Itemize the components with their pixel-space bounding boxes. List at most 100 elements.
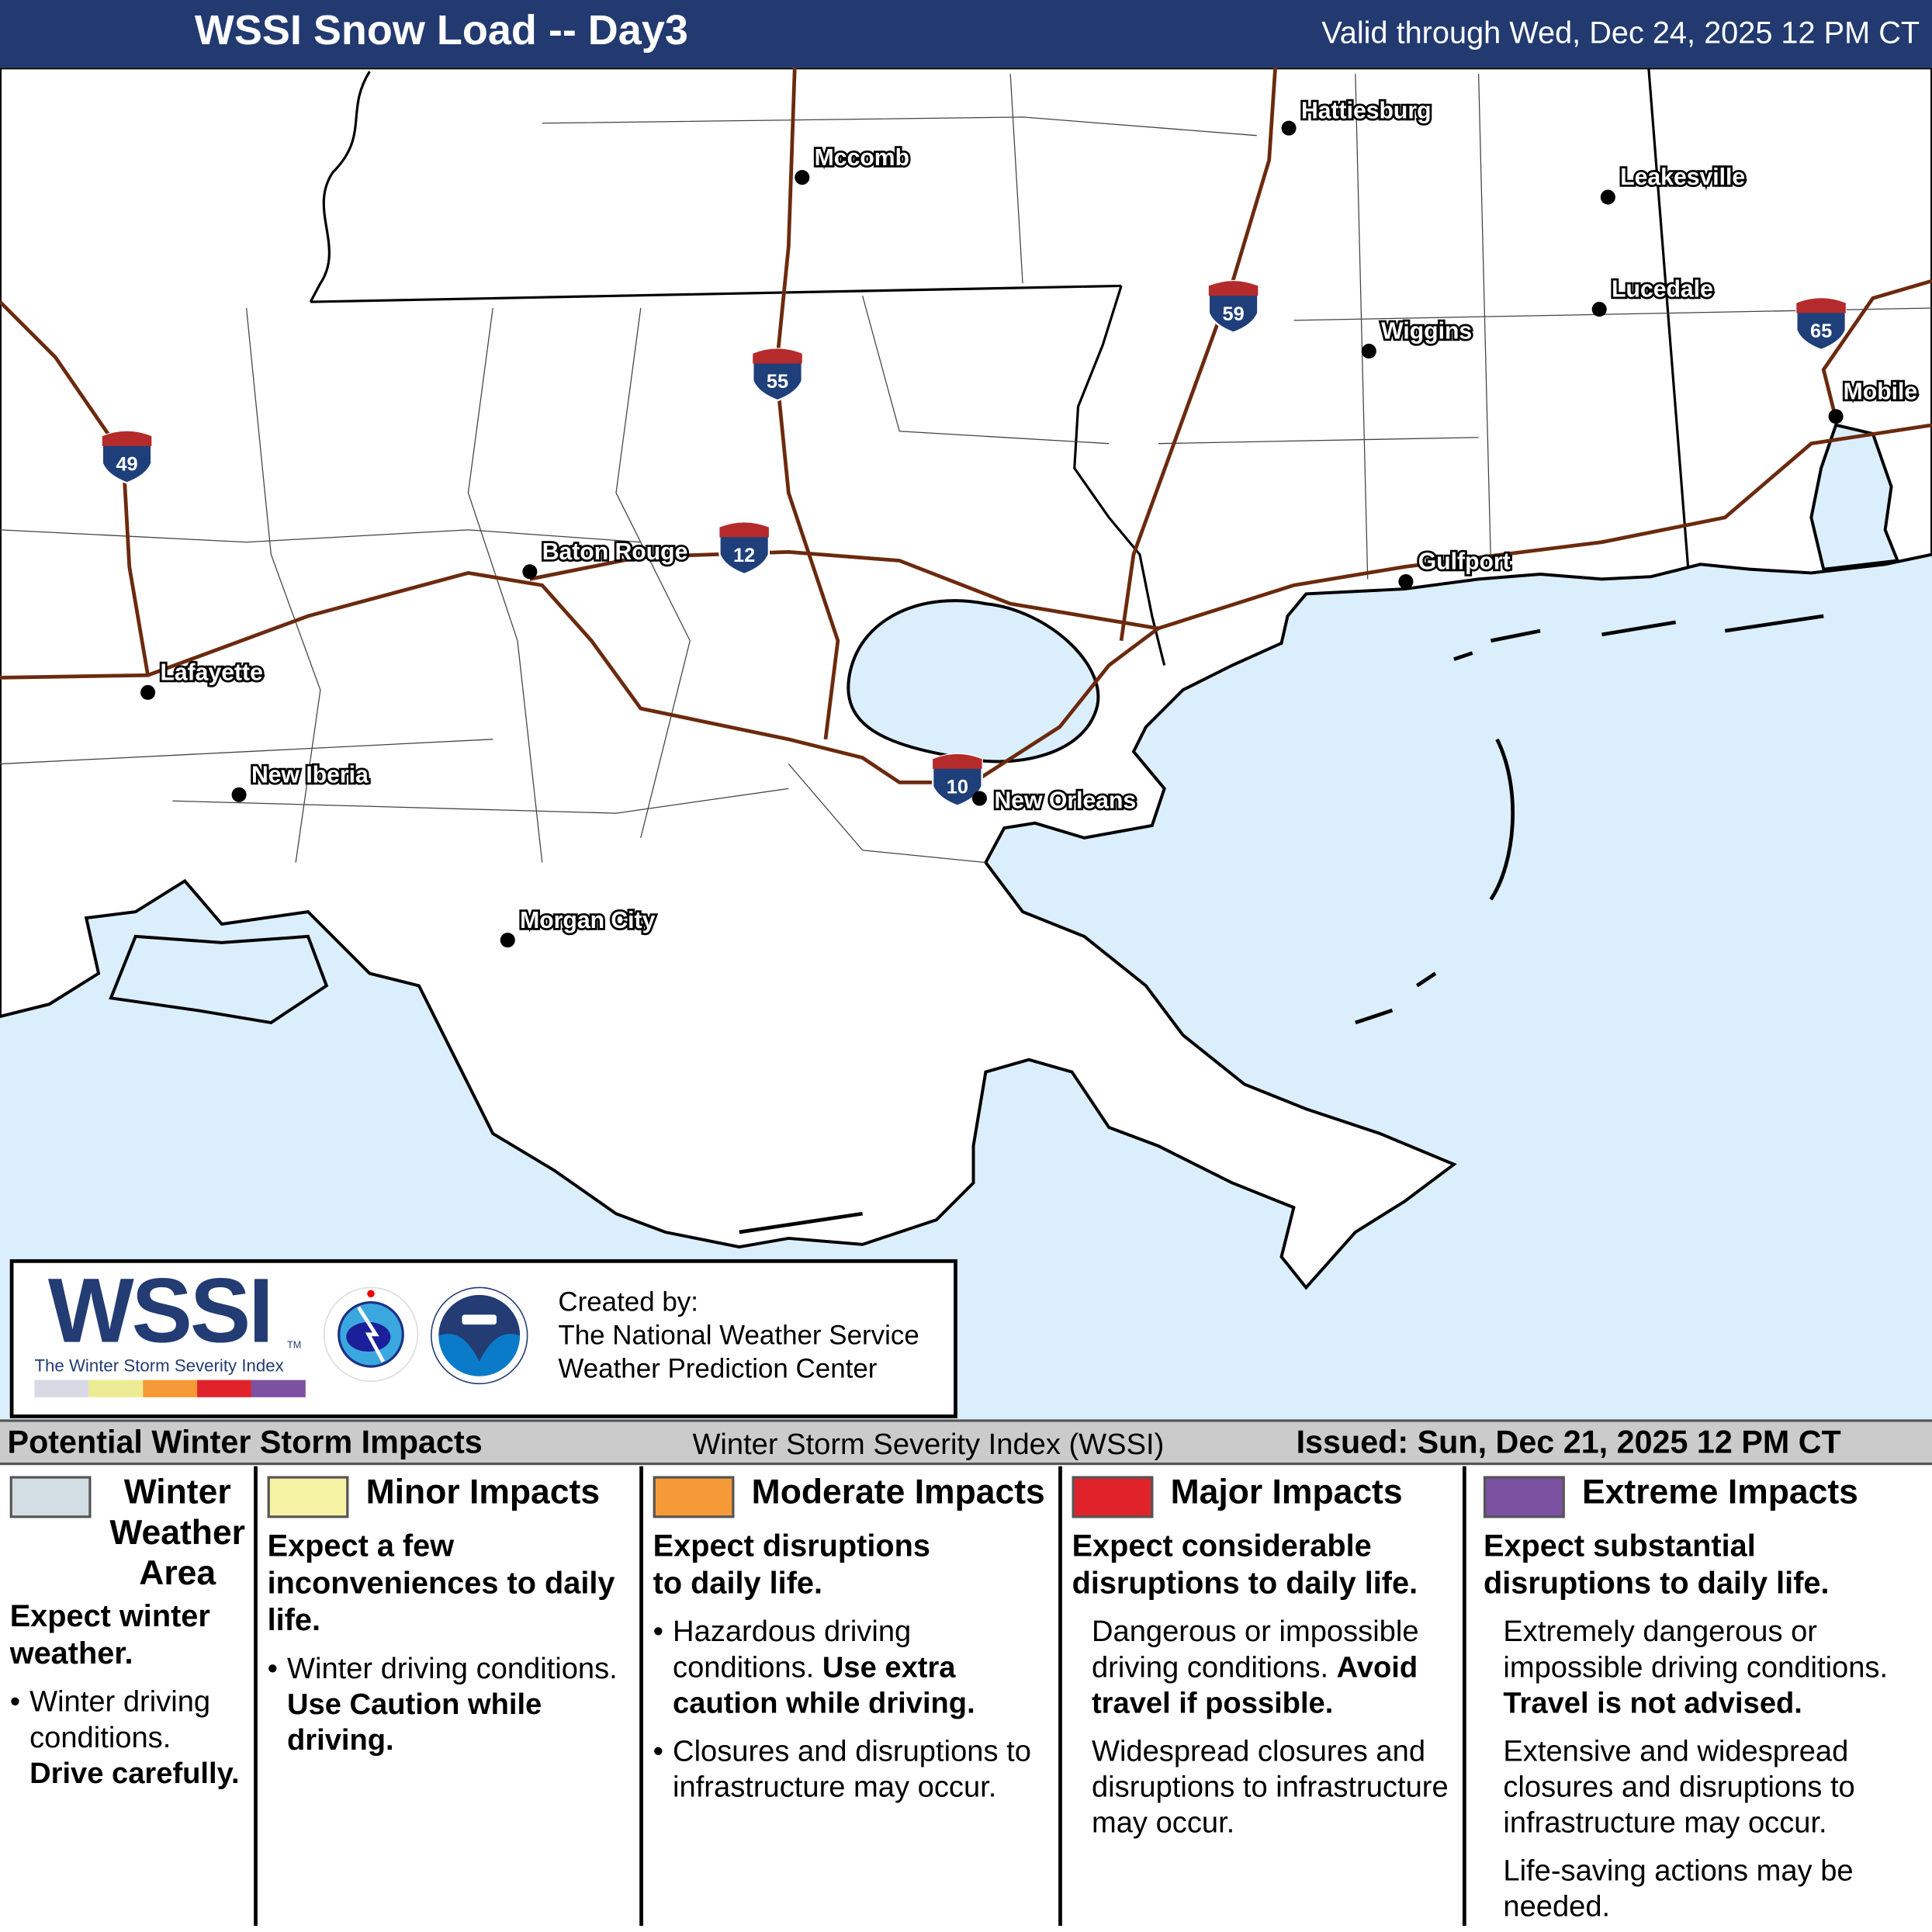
interstate-shields: 49 55 59 12 10 65 — [101, 279, 1847, 807]
valid-time: Valid through Wed, Dec 24, 2025 12 PM CT — [1321, 16, 1920, 51]
city-dot — [522, 564, 538, 580]
city-dot — [1591, 302, 1607, 317]
impact-bold: Travel is not advised. — [1503, 1686, 1802, 1720]
color-swatch — [267, 1476, 349, 1518]
svg-text:65: 65 — [1810, 320, 1832, 342]
bullet-text: Closures and disruptions to infrastructu… — [653, 1733, 1054, 1805]
city-morgan-city: Morgan City — [500, 905, 657, 948]
wssi-scale-bar — [34, 1380, 89, 1397]
city-label: Mccomb — [815, 145, 909, 171]
city-label: Mobile — [1844, 379, 1918, 405]
svg-text:59: 59 — [1222, 303, 1244, 325]
city-dot — [1600, 189, 1615, 205]
city-lafayette: Lafayette — [140, 658, 265, 700]
city-gulfport: Gulfport — [1398, 547, 1513, 590]
trademark: TM — [287, 1339, 302, 1351]
impact-text: Dangerous or impossible driving conditio… — [1091, 1615, 1419, 1684]
svg-text:12: 12 — [733, 545, 755, 566]
interstate-65-route — [1821, 279, 1932, 420]
barrier-islands — [739, 614, 1824, 1234]
legend-extreme-impacts: Extreme Impacts Expect substantial disru… — [1466, 1466, 1932, 1932]
bullet-bold: Use Caution while driving. — [287, 1688, 542, 1757]
divider — [1462, 1466, 1466, 1927]
bullet-text: Winter driving conditions. — [29, 1685, 211, 1755]
color-swatch — [9, 1476, 92, 1518]
bullet-text: Winter driving conditions. — [287, 1652, 618, 1686]
interstate-59-shield-icon: 59 — [1207, 279, 1259, 334]
city-lucedale: Lucedale — [1591, 275, 1716, 317]
category-headline: Expect winter weather. — [9, 1599, 210, 1671]
city-dot — [971, 791, 987, 806]
interstate-12-route — [529, 550, 1159, 631]
category-title: Minor Impacts — [365, 1472, 601, 1511]
wssi-scale-bar — [251, 1380, 306, 1397]
city-wiggins: Wiggins — [1361, 317, 1474, 359]
category-title: Extreme Impacts — [1582, 1472, 1858, 1511]
city-label: Lucedale — [1612, 277, 1713, 303]
impact-text: Widespread closures and disruptions to i… — [1091, 1734, 1449, 1840]
noaa-logo-icon — [431, 1286, 528, 1385]
org-wpc: Weather Prediction Center — [558, 1352, 878, 1384]
interstate-59-route — [1119, 68, 1277, 642]
bullet-item: Hazardous driving conditions. Use extra … — [653, 1614, 1054, 1721]
category-title: Moderate Impacts — [751, 1472, 1045, 1511]
county-lines — [0, 74, 1932, 864]
impact-text: Life-saving actions may be needed. — [1503, 1854, 1854, 1923]
map: 49 55 59 12 10 65 Hattiesburg Mccomb Leake… — [0, 68, 1932, 1420]
interstate-55-route — [774, 68, 840, 740]
interstate-55-shield-icon: 55 — [752, 348, 803, 402]
city-label: New Iberia — [251, 762, 369, 788]
legend-title: Potential Winter Storm Impacts — [7, 1423, 483, 1460]
created-by-label: Created by: — [558, 1286, 698, 1317]
wssi-scale-bar — [143, 1380, 198, 1397]
color-swatch — [1483, 1476, 1565, 1518]
city-leakesville: Leakesville — [1600, 162, 1747, 205]
divider — [639, 1466, 643, 1927]
category-title: Major Impacts — [1170, 1472, 1403, 1511]
bullet-bold: Drive carefully. — [29, 1757, 240, 1791]
category-headline: Expect disruptions to daily life. — [653, 1529, 931, 1601]
city-label: Morgan City — [520, 908, 655, 933]
city-dot — [500, 933, 515, 948]
city-dot — [795, 170, 810, 185]
issued-time: Issued: Sun, Dec 21, 2025 12 PM CT — [1296, 1423, 1841, 1460]
category-headline: Expect a few inconveniences to daily lif… — [267, 1529, 615, 1638]
category-headline: Expect considerable disruptions to daily… — [1072, 1529, 1418, 1601]
city-dot — [231, 787, 247, 802]
impact-text: Extremely dangerous or impossible drivin… — [1503, 1615, 1889, 1684]
header-bar: WSSI Snow Load -- Day3 Valid through Wed… — [0, 0, 1932, 68]
wssi-scale-bar — [88, 1380, 144, 1397]
divider — [1058, 1466, 1062, 1927]
impact-bold: Avoid travel if possible. — [1091, 1650, 1418, 1720]
interstate-49-shield-icon: 49 — [101, 430, 153, 484]
nws-logo-icon — [323, 1286, 419, 1382]
city-label: Hattiesburg — [1301, 98, 1432, 123]
color-swatch — [653, 1476, 735, 1518]
bullet-item: Winter driving conditions. Use Caution w… — [268, 1651, 635, 1758]
category-title: Winter Weather Area — [109, 1472, 245, 1592]
city-new-iberia: New Iberia — [231, 760, 371, 802]
svg-text:49: 49 — [116, 454, 137, 476]
page-title: WSSI Snow Load -- Day3 — [194, 7, 688, 54]
legend-minor-impacts: Minor Impacts Expect a few inconvenience… — [258, 1466, 639, 1932]
city-new-orleans: New Orleans — [971, 786, 1138, 816]
city-dot — [1361, 344, 1376, 359]
city-label: Leakesville — [1620, 164, 1745, 190]
org-nws: The National Weather Service — [558, 1319, 919, 1351]
city-label: Gulfport — [1418, 549, 1511, 575]
city-label: Wiggins — [1381, 319, 1472, 345]
wssi-scale-bar — [197, 1380, 251, 1397]
city-dot — [1828, 409, 1844, 424]
legend-major-impacts: Major Impacts Expect considerable disrup… — [1062, 1466, 1463, 1932]
wssi-logo: WSSI — [47, 1259, 274, 1362]
divider — [254, 1466, 258, 1927]
bullet-bold: Use extra caution while driving. — [673, 1650, 975, 1720]
city-hattiesburg: Hattiesburg — [1281, 96, 1433, 136]
legend-winter-weather-area: Winter Weather Area Expect winter weathe… — [0, 1466, 254, 1932]
wssi-logo-box: WSSI TM The Winter Storm Severity Index … — [9, 1259, 957, 1418]
color-swatch — [1072, 1476, 1154, 1518]
city-label: New Orleans — [995, 788, 1137, 814]
svg-text:55: 55 — [767, 371, 788, 393]
lake-pontchartrain — [847, 599, 1100, 763]
legend-header: Potential Winter Storm Impacts Winter St… — [0, 1419, 1932, 1466]
